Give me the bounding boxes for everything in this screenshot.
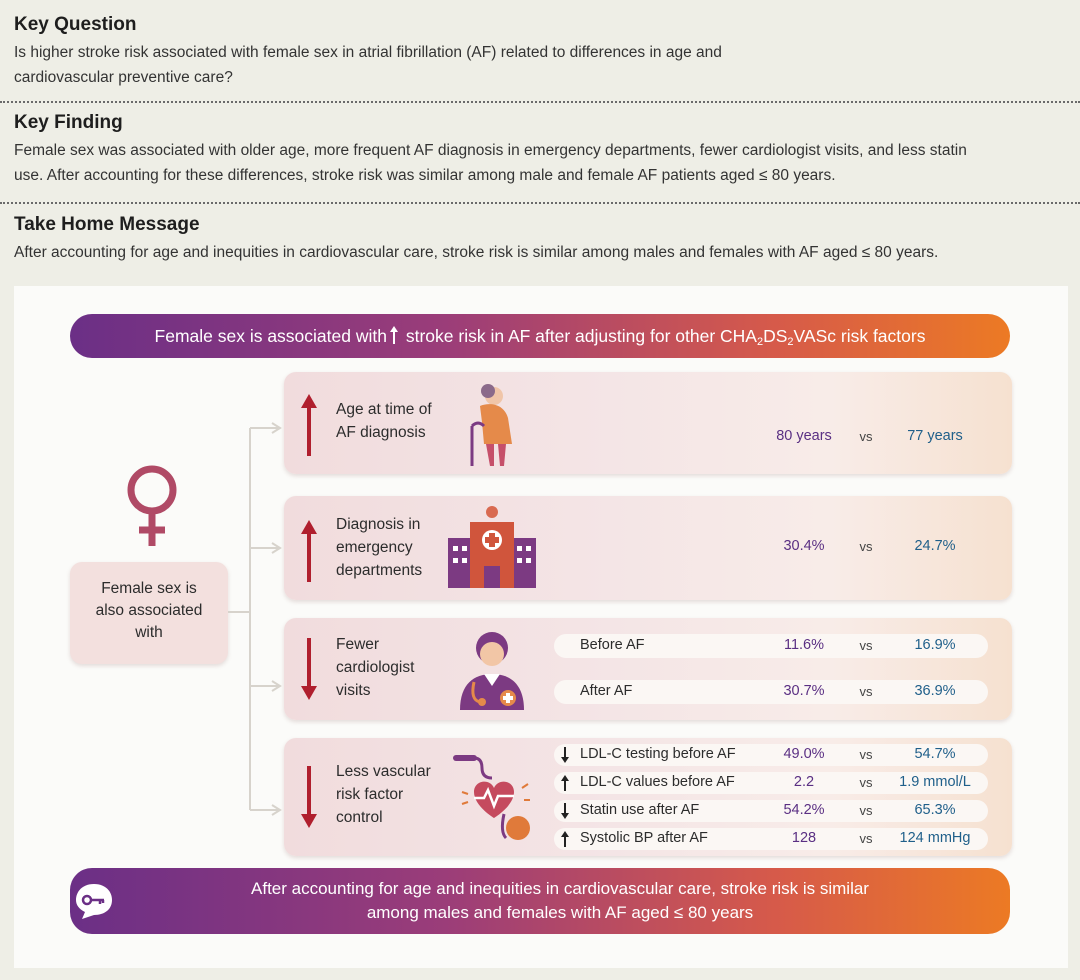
take-home-section: Take Home Message After accounting for a… bbox=[14, 214, 1070, 265]
key-finding-text: Female sex was associated with older age… bbox=[14, 142, 967, 184]
up-arrow-icon bbox=[561, 831, 569, 847]
vs-label: vs bbox=[859, 684, 873, 699]
female-symbol-icon bbox=[127, 465, 177, 546]
key-question-text: Is higher stroke risk associated with fe… bbox=[14, 44, 722, 86]
card-age: Age at time of AF diagnosis 80 years vs … bbox=[284, 372, 1012, 474]
key-speech-bubble-icon bbox=[76, 884, 112, 919]
female-value: 54.2% bbox=[783, 802, 825, 818]
vs-label: vs bbox=[859, 803, 873, 818]
row-pill bbox=[554, 744, 988, 766]
female-value: 30.4% bbox=[783, 538, 825, 554]
card-label: Diagnosis in emergency departments bbox=[336, 516, 423, 579]
vs-label: vs bbox=[859, 831, 873, 846]
key-finding-section: Key Finding Female sex was associated wi… bbox=[14, 112, 1070, 188]
card-label: Age at time of AF diagnosis bbox=[336, 401, 432, 441]
vs-label: vs bbox=[859, 775, 873, 790]
vs-label: vs bbox=[859, 429, 873, 444]
female-value: 49.0% bbox=[783, 746, 825, 762]
male-value: 1.9 mmol/L bbox=[899, 774, 971, 790]
key-question-section: Key Question Is higher stroke risk assoc… bbox=[14, 14, 1070, 90]
take-home-text: After accounting for age and inequities … bbox=[14, 244, 939, 261]
vs-label: vs bbox=[859, 539, 873, 554]
card-emergency: Diagnosis in emergency departments 30.4%… bbox=[284, 496, 1012, 600]
row-label: Before AF bbox=[580, 637, 645, 653]
male-value: 54.7% bbox=[914, 746, 956, 762]
up-arrow-icon bbox=[301, 520, 317, 582]
female-value: 11.6% bbox=[783, 637, 825, 653]
down-arrow-icon bbox=[561, 747, 569, 763]
male-value: 16.9% bbox=[914, 637, 956, 653]
down-arrow-icon bbox=[301, 766, 317, 828]
graphical-abstract-panel: Female sex is associated with stroke ris… bbox=[14, 286, 1068, 968]
row-pill bbox=[554, 680, 988, 704]
up-arrow-icon bbox=[561, 775, 569, 791]
row-label: After AF bbox=[580, 683, 633, 699]
up-arrow-icon bbox=[301, 394, 317, 456]
female-value: 128 bbox=[791, 830, 817, 846]
hospital-icon bbox=[448, 506, 536, 588]
row-label: Statin use after AF bbox=[580, 802, 700, 818]
top-banner: Female sex is associated with stroke ris… bbox=[70, 314, 1010, 358]
key-question-heading: Key Question bbox=[14, 14, 137, 35]
take-home-heading: Take Home Message bbox=[14, 214, 200, 235]
down-arrow-icon bbox=[561, 803, 569, 819]
male-value: 77 years bbox=[907, 428, 963, 444]
row-pill bbox=[554, 772, 988, 794]
row-pill bbox=[554, 800, 988, 822]
elderly-woman-icon bbox=[470, 384, 512, 466]
card-cardiologist: Fewer cardiologist visits Before AF 11.6… bbox=[284, 618, 1012, 720]
doctor-icon bbox=[460, 632, 524, 710]
male-value: 124 mmHg bbox=[899, 830, 971, 846]
row-pill bbox=[554, 634, 988, 658]
vs-label: vs bbox=[859, 638, 873, 653]
card-vascular: Less vascular risk factor control LDL-C … bbox=[284, 738, 1012, 856]
heart-blood-pressure-icon bbox=[453, 755, 530, 840]
male-value: 24.7% bbox=[914, 538, 956, 554]
row-pill bbox=[554, 828, 988, 850]
female-sex-associated-box: Female sex is also associated with bbox=[70, 562, 228, 664]
female-value: 2.2 bbox=[793, 774, 815, 790]
female-value: 30.7% bbox=[783, 683, 825, 699]
row-label: LDL-C values before AF bbox=[580, 774, 735, 790]
bottom-banner: After accounting for age and inequities … bbox=[70, 868, 1010, 934]
key-finding-heading: Key Finding bbox=[14, 112, 123, 133]
vs-label: vs bbox=[859, 747, 873, 762]
female-value: 80 years bbox=[776, 428, 832, 444]
divider bbox=[0, 101, 1080, 103]
card-label: Fewer cardiologist visits bbox=[336, 636, 415, 699]
down-arrow-icon bbox=[301, 638, 317, 700]
up-arrow-icon bbox=[389, 326, 398, 344]
row-label: Systolic BP after AF bbox=[580, 830, 708, 846]
row-label: LDL-C testing before AF bbox=[580, 746, 736, 762]
card-label: Less vascular risk factor control bbox=[336, 763, 431, 826]
divider bbox=[0, 202, 1080, 204]
male-value: 36.9% bbox=[914, 683, 956, 699]
male-value: 65.3% bbox=[914, 802, 956, 818]
connector-lines bbox=[228, 422, 282, 816]
